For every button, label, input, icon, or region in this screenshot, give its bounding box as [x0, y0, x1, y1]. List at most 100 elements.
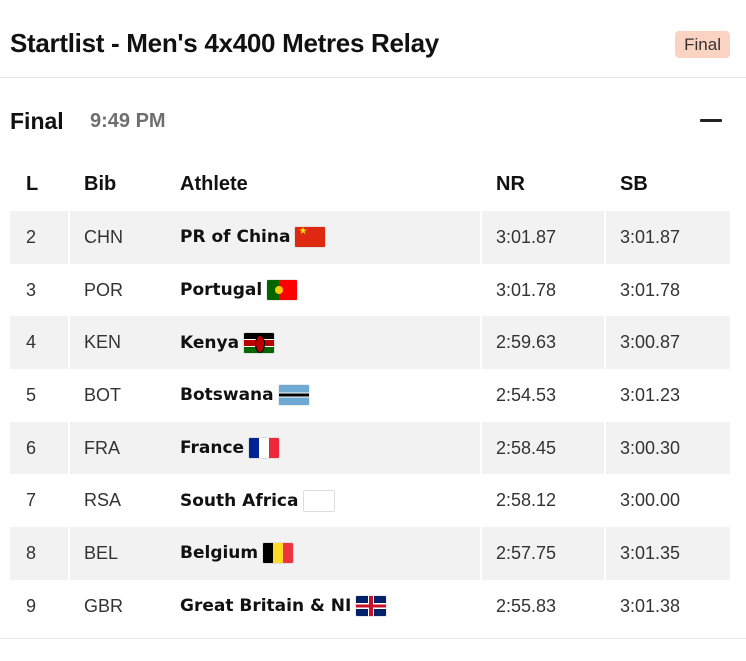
bib-cell: RSA	[84, 490, 122, 511]
china-flag-icon	[295, 227, 326, 248]
athlete-name: South Africa	[180, 490, 299, 511]
column-separator	[68, 211, 70, 264]
column-header-bib: Bib	[84, 173, 117, 195]
athlete-cell[interactable]: Portugal	[180, 264, 298, 317]
bottom-divider	[0, 638, 746, 639]
startlist-table: L Bib Athlete NR SB 2 CHN PR of China 3:01.…	[10, 160, 730, 633]
athlete-cell[interactable]: Botswana	[180, 369, 309, 422]
table-body: 2 CHN PR of China 3:01.87 3:01.87 3 POR Portuga…	[10, 211, 730, 633]
lane-cell: 9	[26, 595, 37, 616]
lane-cell: 2	[26, 226, 37, 247]
nr-cell: 3:01.78	[496, 279, 557, 300]
column-separator	[604, 316, 606, 370]
lane-cell: 3	[26, 279, 37, 300]
sb-cell: 3:01.78	[620, 279, 681, 300]
athlete-name: Portugal	[180, 280, 263, 301]
sb-cell: 3:01.38	[620, 595, 681, 616]
athlete-cell[interactable]: PR of China	[180, 211, 326, 264]
column-separator	[68, 474, 70, 528]
sb-cell: 3:01.23	[620, 384, 681, 405]
nr-cell: 2:59.63	[496, 332, 557, 353]
nr-cell: 2:57.75	[496, 542, 557, 563]
column-separator	[480, 369, 482, 422]
table-row[interactable]: 9 GBR Great Britain & NI 2:55.83 3:01.38	[10, 579, 730, 633]
lane-cell: 7	[26, 490, 37, 511]
bib-cell: BOT	[84, 384, 122, 405]
athlete-name: Belgium	[180, 543, 259, 564]
nr-cell: 2:58.45	[496, 437, 557, 458]
lane-cell: 8	[26, 542, 37, 563]
column-separator	[604, 421, 606, 475]
section-title: Final	[10, 108, 64, 134]
column-header-nr: NR	[496, 173, 525, 195]
france-flag-icon	[249, 438, 280, 459]
minus-icon	[700, 119, 722, 122]
sb-cell: 3:01.87	[620, 226, 681, 247]
athlete-cell[interactable]: South Africa	[180, 474, 334, 527]
table-row[interactable]: 5 BOT Botswana 2:54.53 3:01.23	[10, 369, 730, 422]
column-separator	[480, 474, 482, 528]
bib-cell: GBR	[84, 595, 124, 616]
page-header: Startlist - Men's 4x400 Metres Relay Fin…	[0, 0, 746, 78]
lane-cell: 4	[26, 332, 37, 353]
column-separator	[604, 211, 606, 264]
bib-cell: POR	[84, 279, 124, 300]
lane-cell: 6	[26, 437, 37, 458]
athlete-name: Botswana	[180, 385, 274, 406]
athlete-name: France	[180, 438, 245, 459]
bib-cell: BEL	[84, 542, 119, 563]
column-separator	[68, 527, 70, 580]
column-separator	[604, 474, 606, 528]
table-row[interactable]: 3 POR Portugal 3:01.78 3:01.78	[10, 263, 730, 317]
sb-cell: 3:00.30	[620, 437, 681, 458]
athlete-cell[interactable]: Great Britain & NI	[180, 580, 387, 633]
table-row[interactable]: 7 RSA South Africa 2:58.12 3:00.00	[10, 474, 730, 528]
sb-cell: 3:00.00	[620, 490, 681, 511]
column-header-lane: L	[26, 173, 39, 195]
section-header[interactable]: Final 9:49 PM	[0, 100, 746, 140]
nr-cell: 2:55.83	[496, 595, 557, 616]
column-separator	[68, 263, 70, 317]
column-separator	[604, 263, 606, 317]
column-header-athlete: Athlete	[180, 173, 248, 195]
column-separator	[68, 579, 70, 633]
page-title: Startlist - Men's 4x400 Metres Relay	[10, 28, 439, 58]
column-separator	[480, 211, 482, 264]
column-separator	[480, 579, 482, 633]
column-separator	[68, 316, 70, 370]
bib-cell: KEN	[84, 332, 122, 353]
collapse-button[interactable]	[696, 108, 726, 132]
athlete-cell[interactable]: Belgium	[180, 527, 294, 580]
table-header: L Bib Athlete NR SB	[10, 160, 730, 211]
nr-cell: 2:54.53	[496, 384, 557, 405]
portugal-flag-icon	[267, 280, 298, 301]
column-separator	[604, 579, 606, 633]
table-row[interactable]: 8 BEL Belgium 2:57.75 3:01.35	[10, 527, 730, 580]
table-row[interactable]: 4 KEN Kenya 2:59.63 3:00.87	[10, 316, 730, 370]
kenya-flag-icon	[244, 332, 275, 353]
column-separator	[604, 527, 606, 580]
column-separator	[480, 263, 482, 317]
table-row[interactable]: 2 CHN PR of China 3:01.87 3:01.87	[10, 211, 730, 264]
athlete-cell[interactable]: Kenya	[180, 316, 275, 369]
athlete-cell[interactable]: France	[180, 422, 280, 475]
section-time: 9:49 PM	[90, 110, 166, 132]
nr-cell: 2:58.12	[496, 490, 557, 511]
nr-cell: 3:01.87	[496, 226, 557, 247]
bib-cell: FRA	[84, 437, 120, 458]
column-header-sb: SB	[620, 173, 648, 195]
status-badge: Final	[675, 31, 730, 58]
column-separator	[480, 421, 482, 475]
column-separator	[480, 316, 482, 370]
column-separator	[68, 369, 70, 422]
athlete-name: Kenya	[180, 332, 240, 353]
table-row[interactable]: 6 FRA France 2:58.45 3:00.30	[10, 421, 730, 475]
sb-cell: 3:00.87	[620, 332, 681, 353]
bib-cell: CHN	[84, 226, 123, 247]
sb-cell: 3:01.35	[620, 542, 681, 563]
lane-cell: 5	[26, 384, 37, 405]
column-separator	[604, 369, 606, 422]
south-africa-flag-icon	[303, 490, 334, 511]
column-separator	[68, 421, 70, 475]
column-separator	[480, 527, 482, 580]
